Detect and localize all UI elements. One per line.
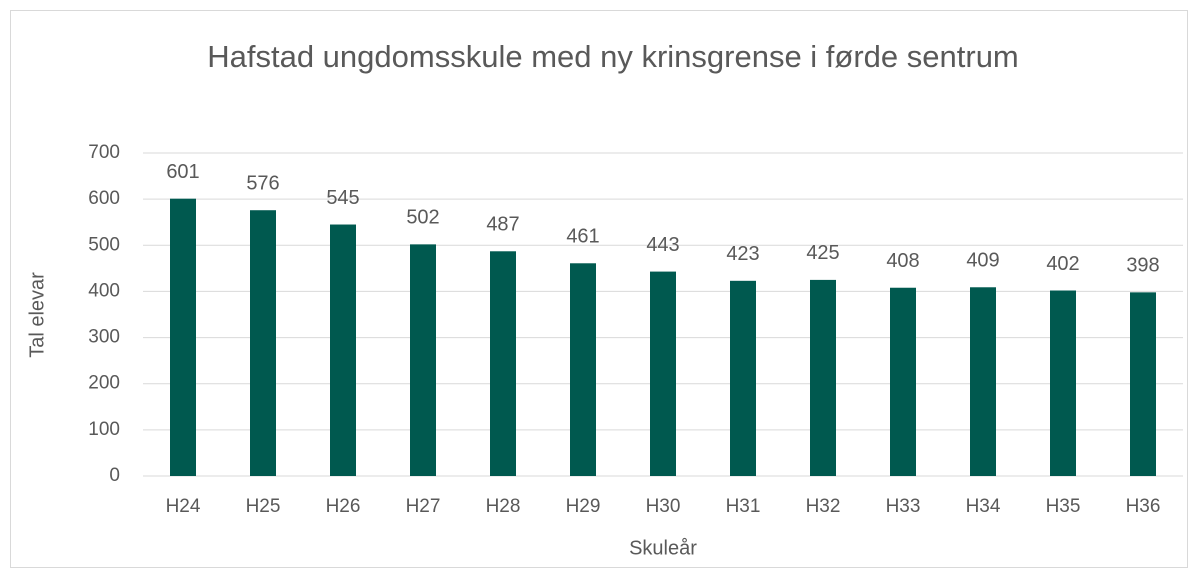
bar: [330, 224, 356, 476]
x-tick-label: H28: [486, 496, 521, 517]
bar: [810, 279, 836, 476]
y-tick-label: 700: [88, 142, 120, 163]
data-label: 576: [246, 172, 279, 194]
bar: [890, 287, 916, 476]
y-tick-label: 300: [88, 327, 120, 348]
data-label: 423: [726, 243, 759, 265]
y-tick-label: 600: [88, 188, 120, 209]
bar: [570, 263, 596, 476]
data-label: 402: [1046, 253, 1079, 275]
x-axis-label: Skuleår: [629, 537, 697, 559]
bar: [250, 210, 276, 476]
data-label: 409: [966, 250, 999, 272]
bar: [1050, 290, 1076, 476]
data-label: 461: [566, 226, 599, 248]
data-label: 398: [1126, 255, 1159, 277]
bar: [170, 198, 196, 476]
data-label: 443: [646, 234, 679, 256]
bar: [1130, 292, 1156, 476]
x-tick-label: H26: [326, 496, 361, 517]
data-label: 408: [886, 250, 919, 272]
bar: [410, 244, 436, 476]
chart-title: Hafstad ungdomsskule med ny krinsgrense …: [207, 39, 1019, 74]
x-tick-label: H31: [726, 496, 761, 517]
x-tick-label: H34: [966, 496, 1001, 517]
x-tick-label: H25: [246, 496, 281, 517]
data-label: 601: [166, 161, 199, 183]
y-axis-label: Tal elevar: [26, 272, 48, 358]
x-tick-label: H33: [886, 496, 921, 517]
bar: [650, 271, 676, 476]
x-tick-label: H27: [406, 496, 441, 517]
chart-frame: [10, 10, 1188, 568]
y-tick-label: 100: [88, 419, 120, 440]
bar: [730, 280, 756, 476]
bar: [970, 287, 996, 476]
y-tick-label: 200: [88, 373, 120, 394]
x-tick-label: H24: [166, 496, 201, 517]
x-tick-label: H35: [1046, 496, 1081, 517]
y-tick-label: 0: [109, 465, 120, 486]
data-label: 502: [406, 207, 439, 229]
bar: [490, 251, 516, 476]
y-tick-label: 500: [88, 234, 120, 255]
data-label: 487: [486, 214, 519, 236]
x-tick-label: H30: [646, 496, 681, 517]
data-label: 545: [326, 187, 359, 209]
y-tick-label: 400: [88, 280, 120, 301]
x-tick-label: H29: [566, 496, 601, 517]
data-label: 425: [806, 242, 839, 264]
x-tick-label: H32: [806, 496, 841, 517]
x-tick-label: H36: [1126, 496, 1161, 517]
